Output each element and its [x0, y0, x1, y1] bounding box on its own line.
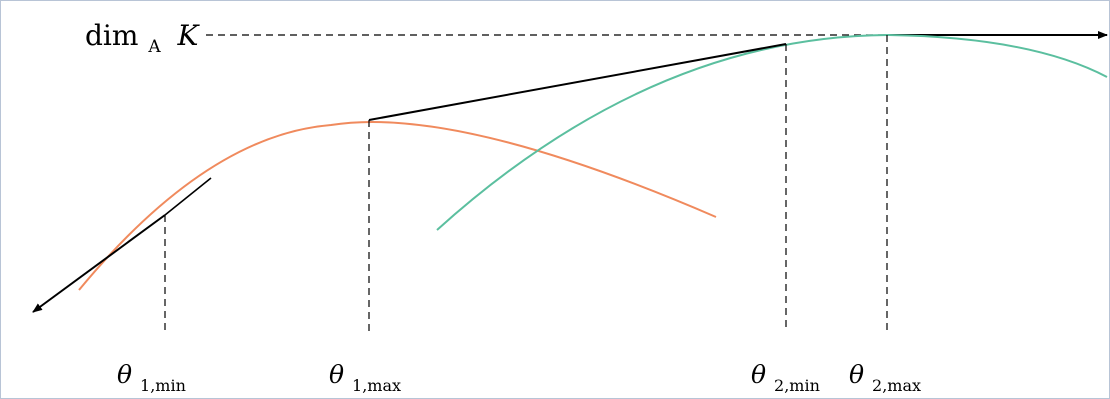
theta1-max-label: θ 1,max	[329, 360, 401, 395]
theta2-max-label: θ 2,max	[849, 360, 921, 395]
dim-label: dim A K	[85, 19, 201, 59]
theta1-min-label: θ 1,min	[117, 360, 186, 395]
upper-tangent-line	[368, 43, 787, 121]
theta2-min-label: θ 2,min	[751, 360, 820, 395]
teal-curve	[436, 33, 1108, 231]
tangent-segment-lower	[164, 177, 212, 216]
left-tangent-arrow	[32, 214, 166, 313]
orange-curve	[78, 120, 717, 291]
